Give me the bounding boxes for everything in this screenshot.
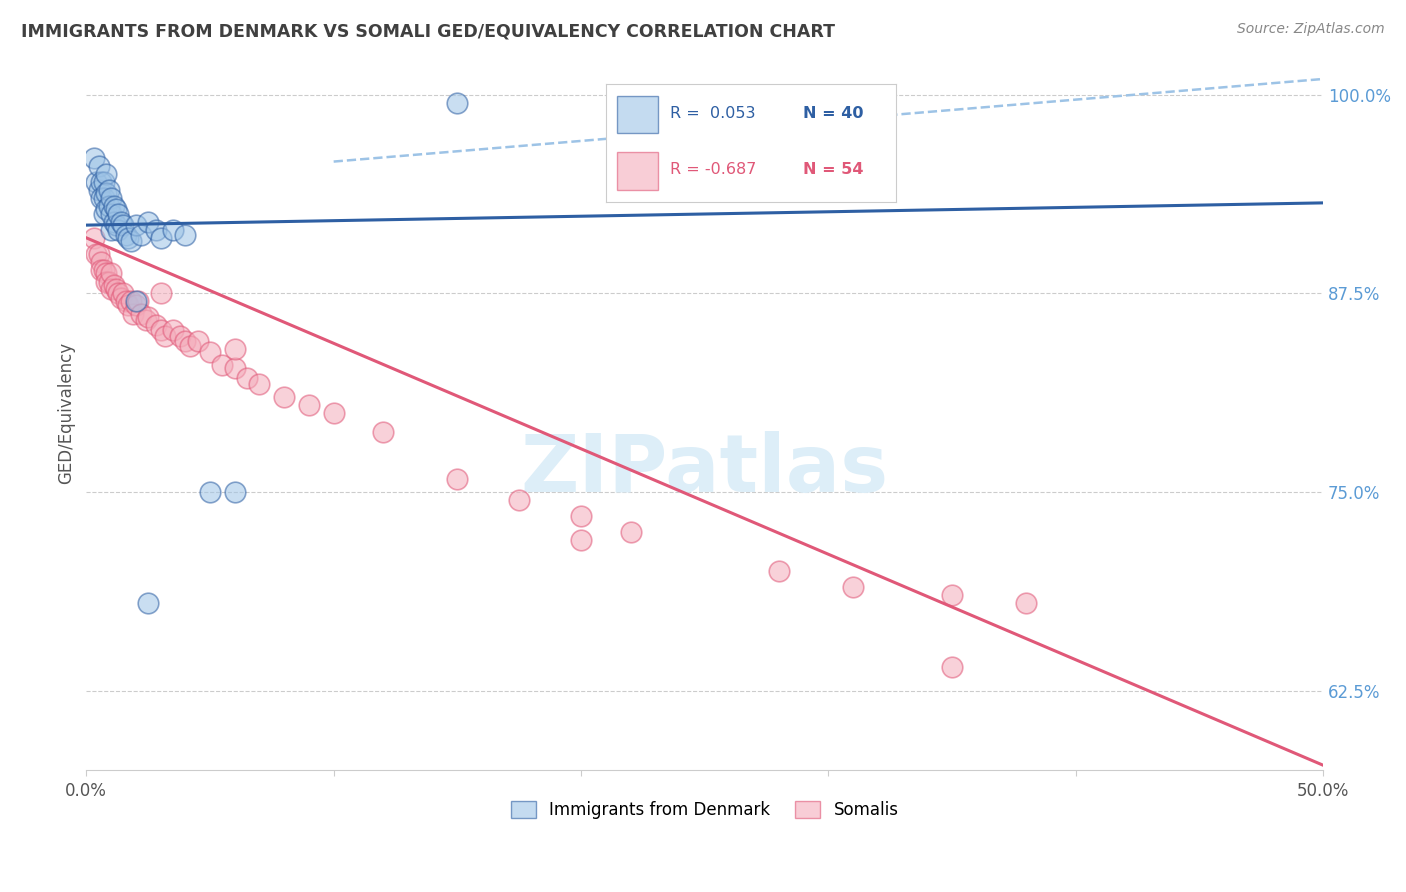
Point <box>100 191 122 205</box>
Point <box>941 659 963 673</box>
Point <box>112 286 135 301</box>
Point <box>211 358 233 372</box>
Point <box>93 207 115 221</box>
Point <box>249 376 271 391</box>
Point <box>100 282 122 296</box>
Point <box>103 215 125 229</box>
Point <box>162 223 184 237</box>
Point <box>322 406 344 420</box>
Point <box>83 231 105 245</box>
Point <box>129 227 152 242</box>
Point <box>569 533 592 547</box>
Point <box>90 175 112 189</box>
Point <box>100 266 122 280</box>
Point <box>273 390 295 404</box>
Point <box>1015 596 1038 610</box>
Point <box>198 345 221 359</box>
Point <box>107 223 129 237</box>
Point <box>120 234 142 248</box>
Point <box>619 524 641 539</box>
Point <box>179 339 201 353</box>
Point <box>107 286 129 301</box>
Point <box>94 202 117 217</box>
Point <box>104 218 127 232</box>
Point <box>224 342 246 356</box>
Point <box>104 282 127 296</box>
Point <box>103 278 125 293</box>
Point <box>90 254 112 268</box>
Point <box>842 580 865 594</box>
Point <box>174 227 197 242</box>
Point <box>115 227 138 242</box>
Point <box>136 215 159 229</box>
Point <box>112 218 135 232</box>
Point <box>149 286 172 301</box>
Point <box>94 167 117 181</box>
Point <box>110 291 132 305</box>
Point <box>125 297 148 311</box>
Text: IMMIGRANTS FROM DENMARK VS SOMALI GED/EQUIVALENCY CORRELATION CHART: IMMIGRANTS FROM DENMARK VS SOMALI GED/EQ… <box>21 22 835 40</box>
Point <box>122 307 145 321</box>
Point <box>198 485 221 500</box>
Point <box>94 186 117 201</box>
Point <box>110 215 132 229</box>
Point <box>187 334 209 348</box>
Text: Source: ZipAtlas.com: Source: ZipAtlas.com <box>1237 22 1385 37</box>
Point <box>298 398 321 412</box>
Point <box>120 294 142 309</box>
Point <box>136 596 159 610</box>
Legend: Immigrants from Denmark, Somalis: Immigrants from Denmark, Somalis <box>505 795 905 826</box>
Point <box>162 323 184 337</box>
Point <box>97 183 120 197</box>
Point <box>93 175 115 189</box>
Point <box>87 183 110 197</box>
Point <box>100 207 122 221</box>
Point <box>224 361 246 376</box>
Point <box>169 329 191 343</box>
Point <box>107 207 129 221</box>
Point <box>371 425 394 439</box>
Point <box>446 472 468 486</box>
Point <box>224 485 246 500</box>
Point <box>127 294 149 309</box>
Point <box>125 218 148 232</box>
Point <box>174 334 197 348</box>
Point <box>135 313 157 327</box>
Point <box>87 159 110 173</box>
Point <box>941 588 963 602</box>
Point <box>90 191 112 205</box>
Point <box>136 310 159 325</box>
Point <box>97 199 120 213</box>
Point <box>115 294 138 309</box>
Point <box>117 231 139 245</box>
Point <box>155 329 177 343</box>
Y-axis label: GED/Equivalency: GED/Equivalency <box>58 342 75 483</box>
Point <box>145 318 167 333</box>
Point <box>569 508 592 523</box>
Point <box>83 152 105 166</box>
Point <box>97 275 120 289</box>
Point <box>145 223 167 237</box>
Point <box>446 95 468 110</box>
Point <box>90 262 112 277</box>
Point <box>94 275 117 289</box>
Point <box>117 297 139 311</box>
Point <box>103 199 125 213</box>
Point <box>87 246 110 260</box>
Point <box>93 262 115 277</box>
Text: ZIPatlas: ZIPatlas <box>520 431 889 508</box>
Point <box>508 492 530 507</box>
Point <box>768 565 790 579</box>
Point <box>94 266 117 280</box>
Point <box>84 246 107 260</box>
Point <box>125 294 148 309</box>
Point <box>104 202 127 217</box>
Point <box>93 191 115 205</box>
Point <box>236 370 259 384</box>
Point <box>129 307 152 321</box>
Point <box>149 323 172 337</box>
Point <box>149 231 172 245</box>
Point <box>84 175 107 189</box>
Point <box>100 223 122 237</box>
